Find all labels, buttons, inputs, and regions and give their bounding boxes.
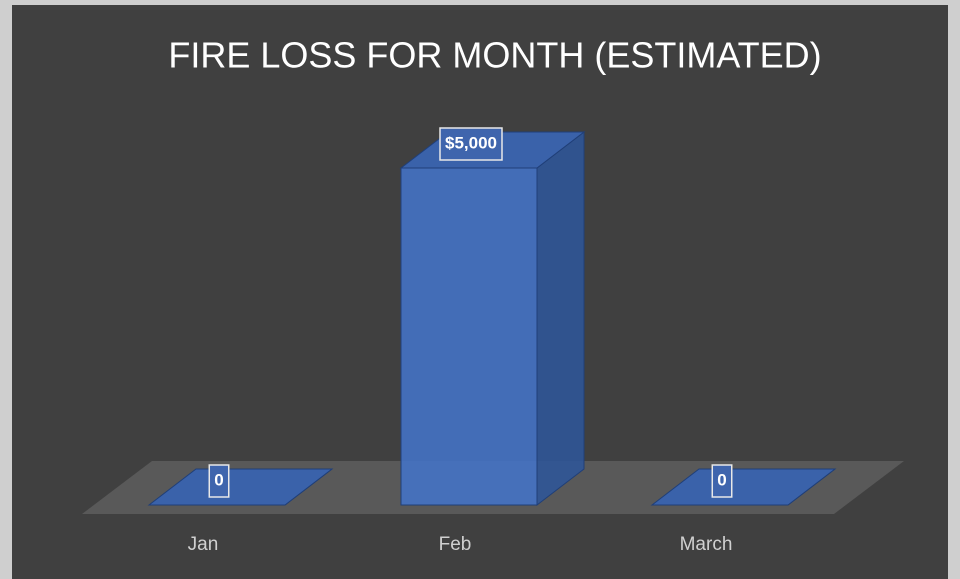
bar bbox=[400, 167, 538, 506]
data-label: 0 bbox=[717, 470, 726, 489]
bar-top bbox=[147, 468, 334, 506]
data-label: 0 bbox=[214, 470, 223, 489]
x-tick-label: Feb bbox=[439, 534, 472, 555]
data-label: $5,000 bbox=[445, 133, 497, 152]
bar-top bbox=[650, 468, 837, 506]
bar-side bbox=[536, 130, 585, 507]
x-tick-label: Jan bbox=[188, 534, 219, 555]
data-label-box bbox=[208, 464, 230, 498]
x-tick-label: March bbox=[680, 534, 733, 555]
data-label-box bbox=[439, 127, 503, 161]
chart-title: FIRE LOSS FOR MONTH (ESTIMATED) bbox=[168, 35, 821, 76]
data-label-box bbox=[711, 464, 733, 498]
